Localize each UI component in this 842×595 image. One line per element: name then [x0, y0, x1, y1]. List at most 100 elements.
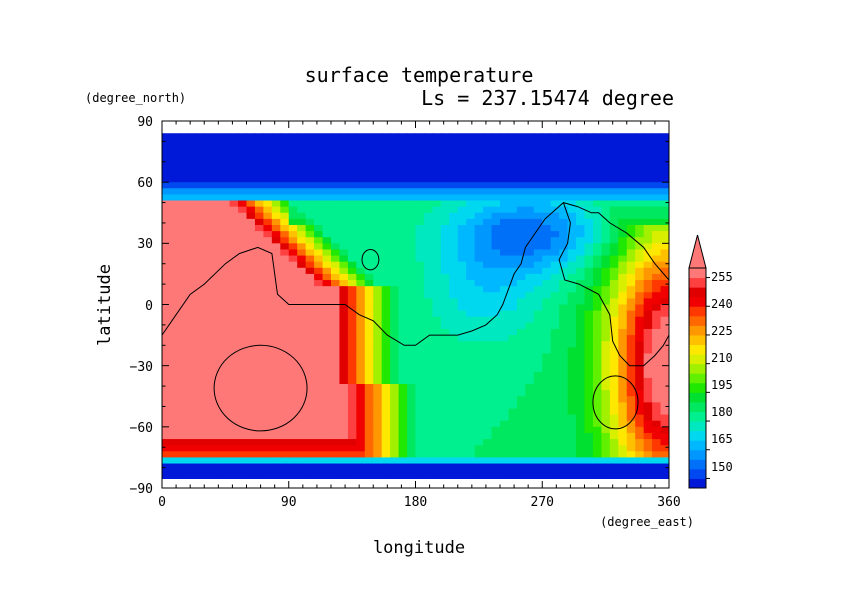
- heatmap-cell: [280, 151, 290, 159]
- heatmap-cell: [652, 463, 662, 471]
- heatmap-cell: [297, 206, 307, 214]
- heatmap-cell: [415, 328, 425, 336]
- heatmap-cell: [263, 316, 273, 324]
- heatmap-cell: [212, 335, 222, 342]
- heatmap-cell: [356, 151, 366, 159]
- heatmap-cell: [288, 200, 298, 208]
- heatmap-cell: [204, 359, 214, 367]
- heatmap-cell: [305, 402, 315, 410]
- heatmap-cell: [390, 292, 400, 299]
- heatmap-cell: [550, 414, 560, 422]
- heatmap-cell: [516, 445, 526, 452]
- heatmap-cell: [373, 475, 383, 479]
- heatmap-cell: [457, 133, 467, 140]
- heatmap-cell: [314, 169, 324, 177]
- heatmap-cell: [187, 402, 197, 410]
- heatmap-cell: [373, 451, 383, 459]
- heatmap-cell: [254, 194, 264, 202]
- heatmap-cell: [516, 377, 526, 385]
- heatmap-cell: [331, 328, 341, 336]
- heatmap-cell: [618, 390, 628, 397]
- heatmap-cell: [643, 445, 653, 452]
- heatmap-cell: [187, 298, 197, 306]
- heatmap-cell: [271, 457, 281, 465]
- heatmap-cell: [254, 408, 264, 416]
- heatmap-cell: [170, 255, 180, 263]
- heatmap-cell: [162, 469, 172, 477]
- heatmap-cell: [500, 194, 510, 202]
- heatmap-cell: [356, 341, 366, 348]
- colorbar-segment: [689, 334, 706, 346]
- heatmap-cell: [567, 475, 577, 479]
- heatmap-cell: [407, 463, 417, 471]
- heatmap-cell: [407, 451, 417, 459]
- heatmap-cell: [584, 188, 594, 195]
- heatmap-cell: [635, 243, 645, 251]
- heatmap-cell: [356, 316, 366, 324]
- heatmap-cell: [542, 151, 552, 159]
- heatmap-cell: [440, 328, 450, 336]
- heatmap-cell: [407, 347, 417, 355]
- heatmap-cell: [339, 353, 349, 361]
- heatmap-cell: [500, 237, 510, 244]
- heatmap-cell: [432, 169, 442, 177]
- heatmap-cell: [491, 200, 501, 208]
- heatmap-cell: [364, 157, 374, 165]
- heatmap-cell: [466, 341, 476, 348]
- heatmap-cell: [238, 341, 248, 348]
- heatmap-cell: [567, 463, 577, 471]
- heatmap-cell: [356, 439, 366, 446]
- heatmap-cell: [559, 359, 569, 367]
- heatmap-cell: [533, 347, 543, 355]
- heatmap-cell: [204, 335, 214, 342]
- heatmap-cell: [254, 273, 264, 281]
- heatmap-cell: [592, 420, 602, 428]
- heatmap-cell: [238, 390, 248, 397]
- heatmap-cell: [195, 335, 205, 342]
- heatmap-cell: [297, 384, 307, 391]
- heatmap-cell: [339, 457, 349, 465]
- heatmap-cell: [542, 335, 552, 342]
- heatmap-cell: [491, 353, 501, 361]
- heatmap-cell: [381, 151, 391, 159]
- heatmap-cell: [364, 237, 374, 244]
- heatmap-cell: [221, 371, 231, 379]
- heatmap-cell: [263, 432, 273, 440]
- heatmap-cell: [229, 414, 239, 422]
- heatmap-cell: [229, 390, 239, 397]
- heatmap-cell: [187, 420, 197, 428]
- heatmap-cell: [212, 475, 222, 479]
- heatmap-cell: [626, 310, 636, 318]
- heatmap-cell: [187, 341, 197, 348]
- heatmap-cell: [567, 273, 577, 281]
- heatmap-cell: [635, 341, 645, 348]
- heatmap-cell: [314, 237, 324, 244]
- heatmap-cell: [254, 310, 264, 318]
- heatmap-cell: [373, 396, 383, 403]
- heatmap-cell: [483, 286, 493, 293]
- heatmap-cell: [660, 267, 669, 275]
- heatmap-cell: [246, 188, 256, 195]
- heatmap-cell: [500, 176, 510, 183]
- heatmap-cell: [195, 475, 205, 479]
- heatmap-cell: [288, 182, 298, 189]
- heatmap-cell: [592, 231, 602, 238]
- heatmap-cell: [187, 371, 197, 379]
- heatmap-cell: [339, 273, 349, 281]
- heatmap-cell: [390, 371, 400, 379]
- heatmap-cell: [162, 194, 172, 202]
- heatmap-cell: [398, 469, 408, 477]
- heatmap-cell: [347, 231, 357, 238]
- heatmap-cell: [500, 377, 510, 385]
- heatmap-cell: [423, 231, 433, 238]
- heatmap-cell: [423, 371, 433, 379]
- heatmap-cell: [466, 218, 476, 226]
- heatmap-cell: [178, 292, 188, 299]
- heatmap-cell: [322, 335, 332, 342]
- heatmap-cell: [364, 316, 374, 324]
- heatmap-cell: [500, 371, 510, 379]
- heatmap-cell: [356, 469, 366, 477]
- heatmap-cell: [339, 304, 349, 312]
- heatmap-cell: [449, 341, 459, 348]
- heatmap-cell: [440, 457, 450, 465]
